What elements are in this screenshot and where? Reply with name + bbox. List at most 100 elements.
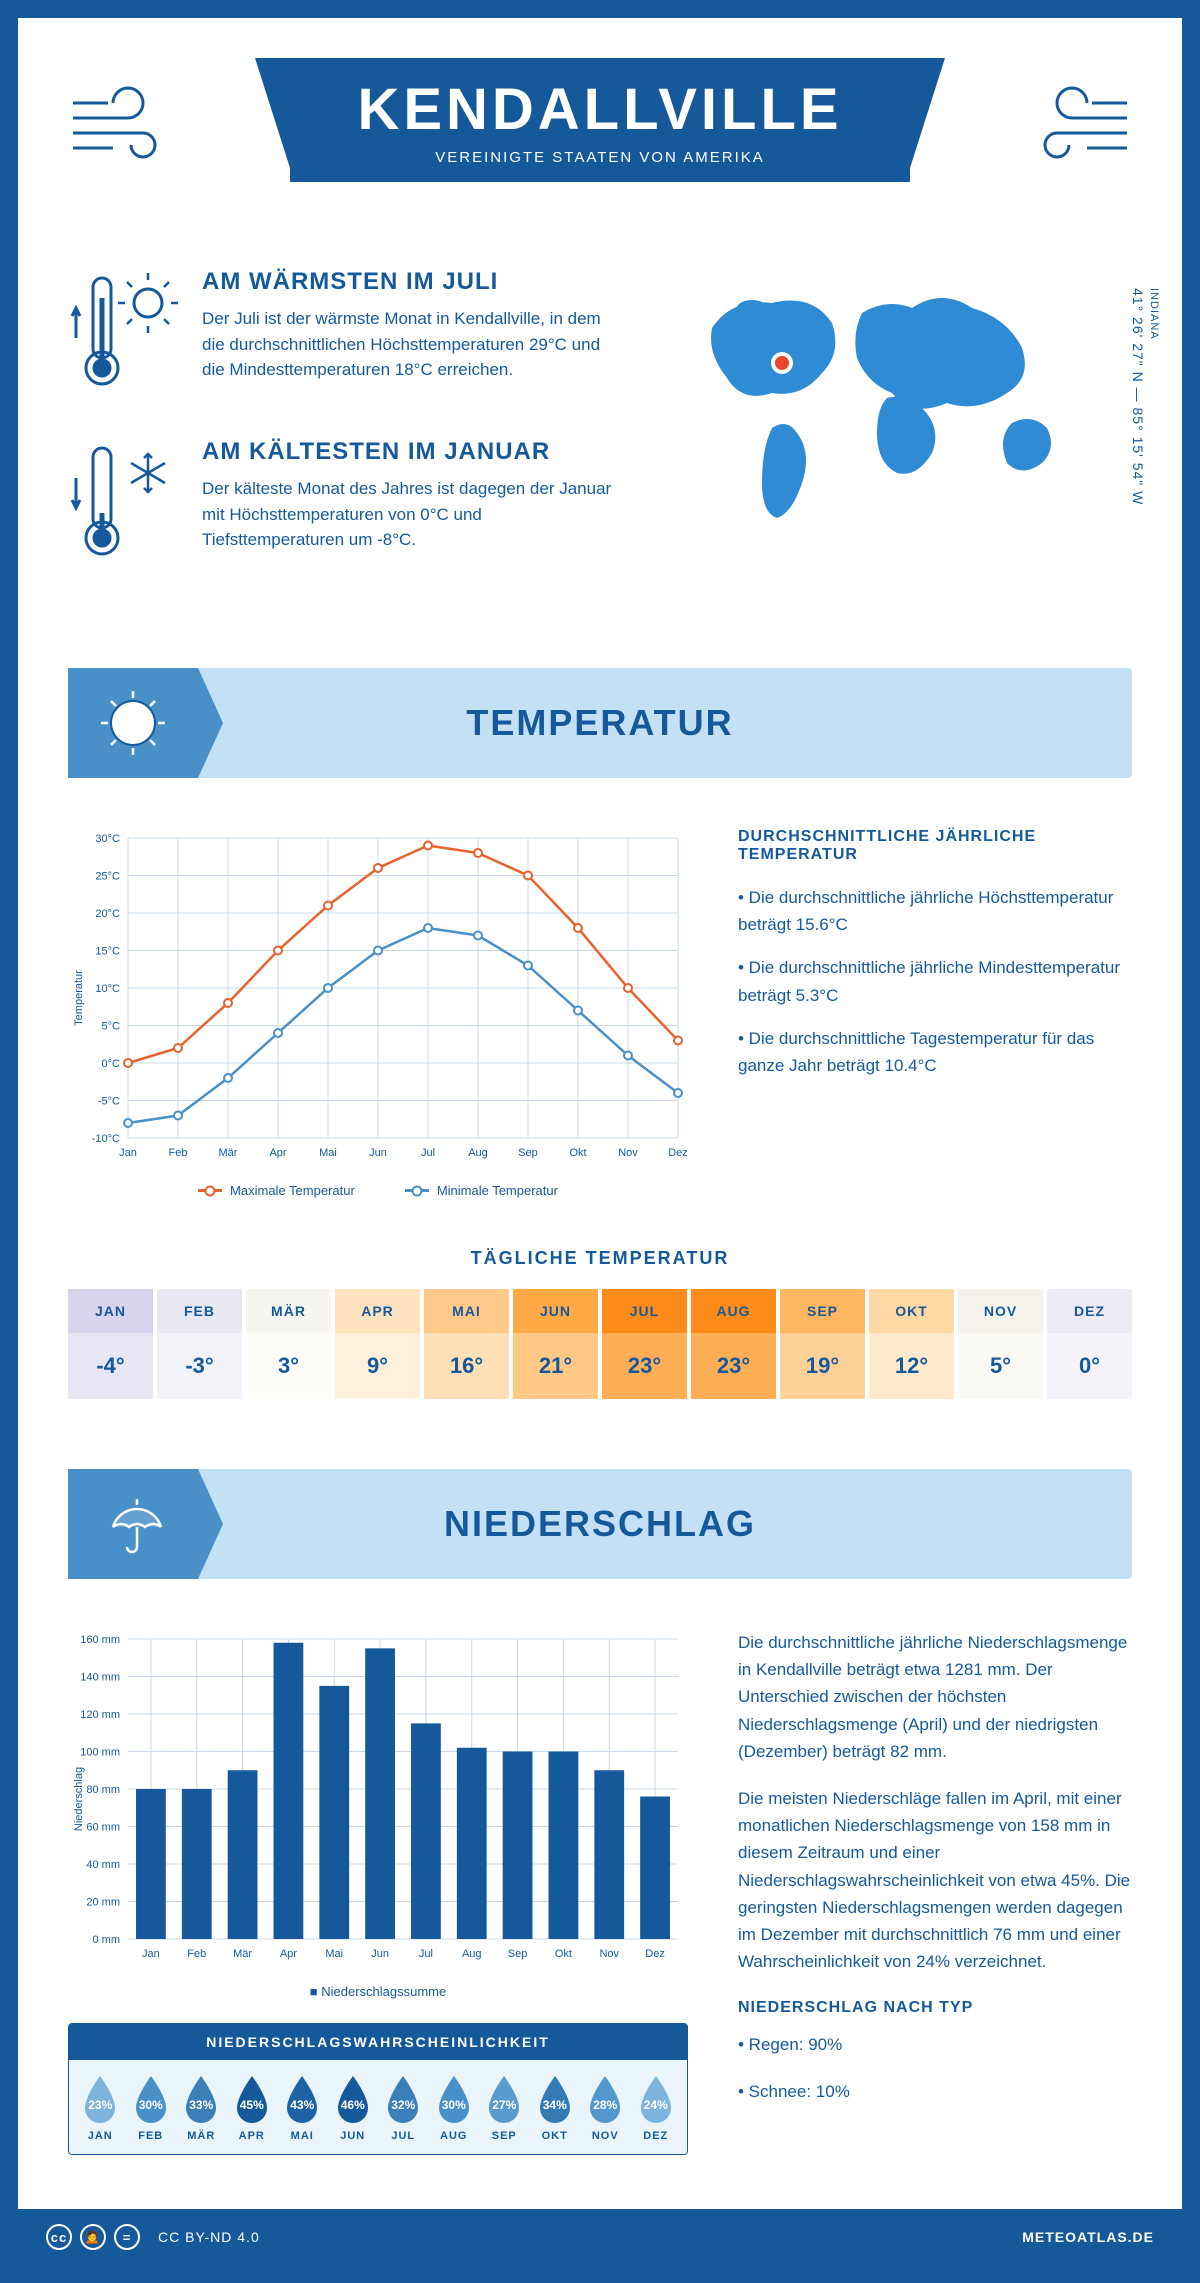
daily-temp-cell: OKT12°: [869, 1289, 954, 1399]
warmest-block: AM WÄRMSTEN IM JULI Der Juli ist der wär…: [68, 268, 622, 398]
svg-text:5°C: 5°C: [102, 1021, 121, 1033]
legend-max-label: Maximale Temperatur: [230, 1183, 355, 1198]
prob-cell: 45%APR: [227, 2072, 278, 2142]
svg-text:20 mm: 20 mm: [86, 1897, 120, 1909]
state-label: INDIANA: [1148, 288, 1160, 340]
daily-temp-cell: DEZ0°: [1047, 1289, 1132, 1399]
by-icon: 🙍: [80, 2224, 106, 2250]
svg-text:20°C: 20°C: [95, 908, 120, 920]
page: KENDALLVILLE VEREINIGTE STAATEN VON AMER…: [0, 0, 1200, 2283]
prob-cell: 30%AUG: [429, 2072, 480, 2142]
temp-summary-title: DURCHSCHNITTLICHE JÄHRLICHE TEMPERATUR: [738, 828, 1132, 864]
prob-cell: 43%MAI: [277, 2072, 328, 2142]
city-name: KENDALLVILLE: [290, 76, 910, 143]
daily-temp-cell: FEB-3°: [157, 1289, 242, 1399]
svg-text:Feb: Feb: [169, 1147, 188, 1159]
svg-text:Jan: Jan: [119, 1147, 137, 1159]
daily-temp-cell: JAN-4°: [68, 1289, 153, 1399]
svg-text:Apr: Apr: [269, 1147, 286, 1159]
svg-text:Nov: Nov: [599, 1948, 619, 1960]
prob-cell: 33%MÄR: [176, 2072, 227, 2142]
svg-text:Apr: Apr: [280, 1948, 297, 1960]
precipitation-bar-chart: 0 mm20 mm40 mm60 mm80 mm100 mm120 mm140 …: [68, 1629, 688, 1969]
prob-cell: 30%FEB: [126, 2072, 177, 2142]
svg-text:Jul: Jul: [421, 1147, 435, 1159]
legend-min-label: Minimale Temperatur: [437, 1183, 558, 1198]
daily-temp-cell: SEP19°: [780, 1289, 865, 1399]
svg-text:30°C: 30°C: [95, 833, 120, 845]
precip-type-2: • Schnee: 10%: [738, 2078, 1132, 2105]
svg-text:Mai: Mai: [319, 1147, 337, 1159]
coordinates: INDIANA 41° 26' 27" N — 85° 15' 54" W: [1130, 288, 1162, 505]
svg-text:Dez: Dez: [668, 1147, 688, 1159]
precipitation-probability: NIEDERSCHLAGSWAHRSCHEINLICHKEIT 23%JAN30…: [68, 2023, 688, 2155]
svg-text:Temperatur: Temperatur: [73, 970, 85, 1026]
world-map: INDIANA 41° 26' 27" N — 85° 15' 54" W: [672, 268, 1132, 608]
license-text: CC BY-ND 4.0: [158, 2229, 260, 2245]
svg-text:140 mm: 140 mm: [80, 1672, 120, 1684]
daily-temp-cell: NOV5°: [958, 1289, 1043, 1399]
precipitation-summary: Die durchschnittliche jährliche Niedersc…: [738, 1629, 1132, 2155]
svg-text:Niederschlag: Niederschlag: [73, 1767, 85, 1831]
precip-chart-legend: Niederschlagssumme: [68, 1984, 688, 1999]
precip-type-1: • Regen: 90%: [738, 2031, 1132, 2058]
prob-cell: 46%JUN: [328, 2072, 379, 2142]
daily-temp-cell: JUN21°: [513, 1289, 598, 1399]
prob-cell: 34%OKT: [530, 2072, 581, 2142]
header: KENDALLVILLE VEREINIGTE STAATEN VON AMER…: [68, 58, 1132, 218]
cc-icon: cc: [46, 2224, 72, 2250]
svg-text:15°C: 15°C: [95, 946, 120, 958]
daily-temp-cell: AUG23°: [691, 1289, 776, 1399]
precipitation-title: NIEDERSCHLAG: [444, 1503, 756, 1545]
svg-text:160 mm: 160 mm: [80, 1634, 120, 1646]
svg-text:Mai: Mai: [325, 1948, 343, 1960]
svg-text:100 mm: 100 mm: [80, 1747, 120, 1759]
svg-text:80 mm: 80 mm: [86, 1784, 120, 1796]
precip-para-2: Die meisten Niederschläge fallen im Apri…: [738, 1785, 1132, 1975]
svg-text:Aug: Aug: [468, 1147, 488, 1159]
svg-text:Jul: Jul: [419, 1948, 433, 1960]
svg-text:Jan: Jan: [142, 1948, 160, 1960]
svg-text:0°C: 0°C: [102, 1058, 121, 1070]
prob-cell: 28%NOV: [580, 2072, 631, 2142]
svg-text:Mär: Mär: [233, 1948, 252, 1960]
temperature-summary: DURCHSCHNITTLICHE JÄHRLICHE TEMPERATUR •…: [738, 828, 1132, 1198]
svg-text:Okt: Okt: [555, 1948, 572, 1960]
svg-text:Sep: Sep: [508, 1948, 528, 1960]
license-badge: cc 🙍 = CC BY-ND 4.0: [46, 2224, 260, 2250]
svg-text:Nov: Nov: [618, 1147, 638, 1159]
daily-temp-cell: MAI16°: [424, 1289, 509, 1399]
coldest-block: AM KÄLTESTEN IM JANUAR Der kälteste Mona…: [68, 438, 622, 568]
temperature-section-header: TEMPERATUR: [68, 668, 1132, 778]
daily-temp-cell: APR9°: [335, 1289, 420, 1399]
svg-text:25°C: 25°C: [95, 871, 120, 883]
coldest-title: AM KÄLTESTEN IM JANUAR: [202, 438, 622, 466]
precipitation-section-header: NIEDERSCHLAG: [68, 1469, 1132, 1579]
nd-icon: =: [114, 2224, 140, 2250]
warmest-text: Der Juli ist der wärmste Monat in Kendal…: [202, 306, 622, 383]
temperature-title: TEMPERATUR: [466, 702, 733, 744]
svg-text:-5°C: -5°C: [98, 1096, 120, 1108]
warmest-title: AM WÄRMSTEN IM JULI: [202, 268, 622, 296]
thermometer-sun-icon: [68, 268, 178, 398]
svg-text:0 mm: 0 mm: [93, 1934, 121, 1946]
svg-text:Aug: Aug: [462, 1948, 482, 1960]
wind-icon-left: [68, 83, 188, 173]
precip-type-title: NIEDERSCHLAG NACH TYP: [738, 1995, 1132, 2021]
temp-bullet-1: • Die durchschnittliche jährliche Höchst…: [738, 884, 1132, 938]
site-name: METEOATLAS.DE: [1022, 2229, 1154, 2245]
svg-text:Okt: Okt: [569, 1147, 586, 1159]
svg-text:10°C: 10°C: [95, 983, 120, 995]
svg-text:60 mm: 60 mm: [86, 1822, 120, 1834]
svg-text:-10°C: -10°C: [92, 1133, 120, 1145]
prob-cell: 27%SEP: [479, 2072, 530, 2142]
prob-title: NIEDERSCHLAGSWAHRSCHEINLICHKEIT: [69, 2024, 687, 2060]
svg-text:120 mm: 120 mm: [80, 1709, 120, 1721]
svg-text:Jun: Jun: [371, 1948, 389, 1960]
wind-icon-right: [1012, 83, 1132, 173]
country-name: VEREINIGTE STAATEN VON AMERIKA: [290, 149, 910, 166]
umbrella-icon: [98, 1489, 168, 1559]
coldest-text: Der kälteste Monat des Jahres ist dagege…: [202, 476, 622, 553]
prob-cell: 23%JAN: [75, 2072, 126, 2142]
daily-temp-heading: TÄGLICHE TEMPERATUR: [68, 1248, 1132, 1269]
